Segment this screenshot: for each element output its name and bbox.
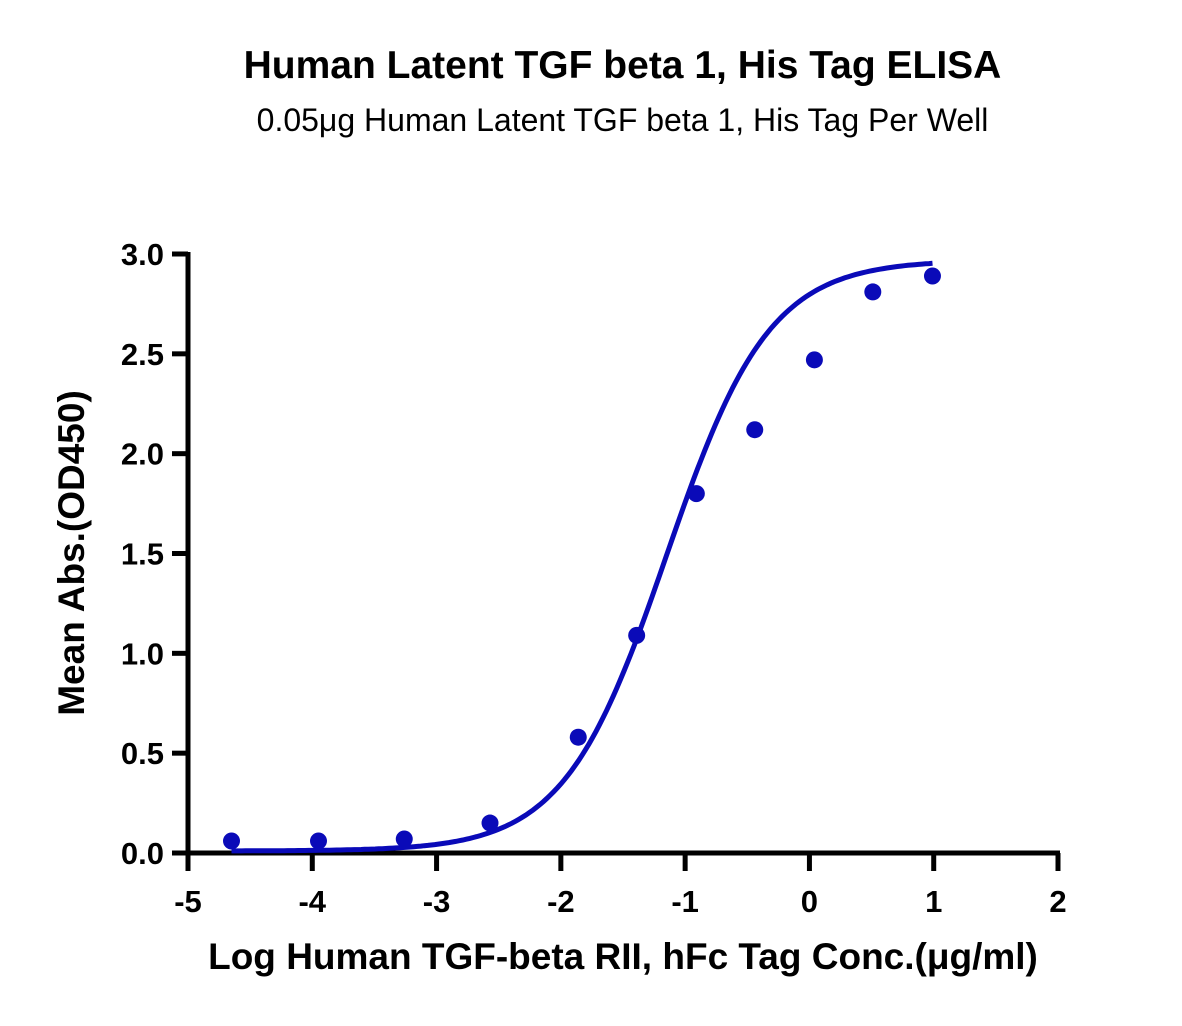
x-tick-label: -1: [671, 884, 699, 919]
data-point: [395, 830, 413, 848]
x-tick-label: -3: [423, 884, 451, 919]
data-point: [223, 832, 240, 850]
y-tick-label: 0.5: [121, 736, 164, 771]
data-point: [310, 832, 327, 850]
x-tick-label: -4: [298, 884, 326, 919]
x-tick-label: -2: [547, 884, 575, 919]
data-point: [481, 814, 499, 832]
data-point: [628, 626, 646, 644]
data-points: [223, 267, 941, 850]
y-tick-label: 2.0: [121, 437, 164, 472]
y-tick-label: 3.0: [121, 237, 164, 272]
x-tick-label: -5: [174, 884, 202, 919]
x-axis: -5 -4 -3 -2 -1 0 1 2: [174, 850, 1067, 919]
data-point: [687, 485, 705, 503]
data-point: [864, 283, 882, 301]
y-tick-label: 1.5: [121, 537, 164, 572]
fit-curve: [231, 260, 933, 854]
x-tick-label: 2: [1049, 884, 1066, 919]
data-point: [569, 728, 587, 746]
y-tick-label: 1.0: [121, 636, 164, 671]
y-axis-label: Mean Abs.(OD450): [51, 390, 92, 716]
chart-subtitle: 0.05μg Human Latent TGF beta 1, His Tag …: [256, 102, 989, 138]
y-tick-label: 2.5: [121, 337, 164, 372]
data-point: [805, 351, 823, 369]
data-point: [746, 421, 764, 439]
y-axis: 0.0 0.5 1.0 1.5 2.0 2.5 3.0: [121, 237, 191, 871]
y-tick-label: 0.0: [121, 836, 164, 871]
chart-title: Human Latent TGF beta 1, His Tag ELISA: [243, 44, 1002, 87]
x-tick-label: 0: [801, 884, 818, 919]
data-point: [923, 267, 941, 285]
x-tick-label: 1: [925, 884, 942, 919]
x-axis-label: Log Human TGF-beta RII, hFc Tag Conc.(μg…: [208, 936, 1038, 977]
